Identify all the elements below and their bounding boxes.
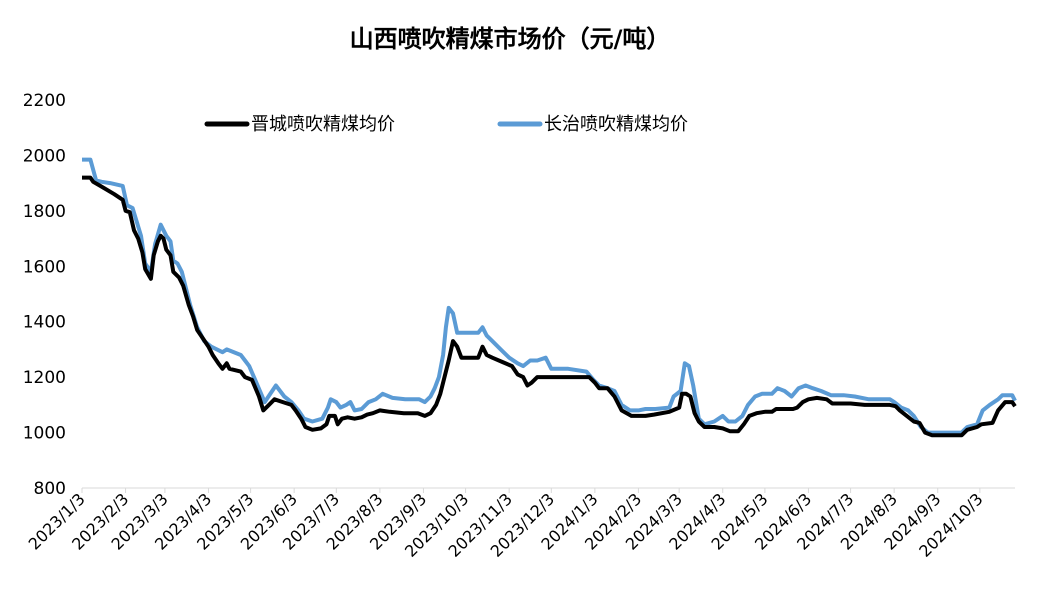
- plot-area: [82, 157, 1017, 438]
- y-tick-label: 1600: [23, 257, 66, 277]
- x-axis: 2023/1/32023/2/32023/3/32023/4/32023/5/3…: [25, 487, 1015, 561]
- chart-legend: 晋城喷吹精煤均价 长治喷吹精煤均价: [204, 114, 688, 135]
- legend-label: 长治喷吹精煤均价: [544, 114, 688, 135]
- legend-label: 晋城喷吹精煤均价: [251, 114, 395, 135]
- y-tick-label: 800: [34, 479, 66, 499]
- y-axis: 800 1000 1200 1400 1600 1800 2000 2200: [23, 91, 66, 499]
- y-tick-label: 1800: [23, 202, 66, 222]
- series-line-jincheng: [82, 175, 1017, 438]
- y-tick-label: 2200: [23, 91, 66, 111]
- y-tick-label: 1000: [23, 424, 66, 444]
- y-tick-label: 2000: [23, 146, 66, 166]
- chart-title: 山西喷吹精煤市场价（元/吨）: [350, 25, 671, 53]
- series-line-changzhi: [82, 157, 1017, 435]
- y-tick-label: 1400: [23, 313, 66, 333]
- y-tick-label: 1200: [23, 368, 66, 388]
